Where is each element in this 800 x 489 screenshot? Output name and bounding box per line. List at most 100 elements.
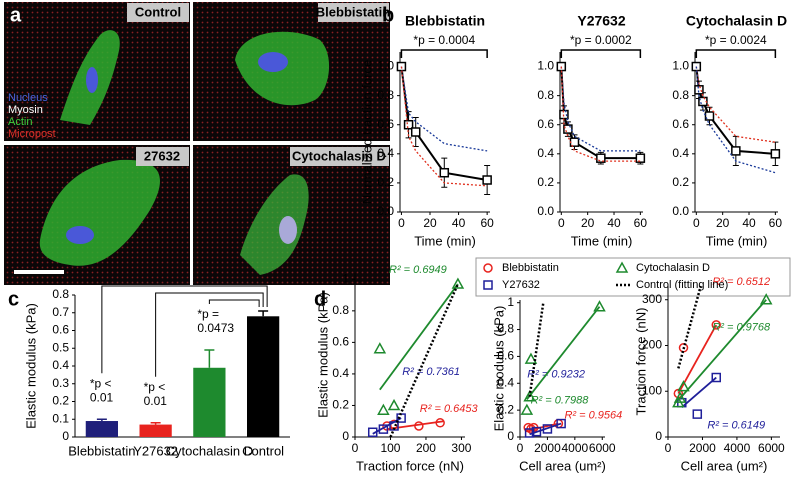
data-point: [704, 111, 715, 121]
y-tick-label: 300: [642, 292, 662, 306]
y-tick-label: 0: [342, 429, 349, 443]
error-bar: [204, 349, 215, 368]
legend-label: Y27632: [502, 279, 540, 291]
fit-line: [526, 306, 601, 400]
label-box: [136, 147, 189, 166]
bound-line: [560, 66, 641, 152]
data-point: [520, 403, 534, 415]
significance-bracket: [208, 299, 260, 307]
significance-bracket: [400, 49, 488, 58]
data-point: [451, 277, 465, 289]
cell: [240, 174, 309, 275]
fit-line: [677, 324, 718, 394]
y-tick-label: 0.8: [377, 88, 394, 102]
fit-line: [529, 422, 562, 436]
x-tick-label: 4000: [561, 441, 588, 455]
x-tick-label: 0: [398, 216, 405, 230]
data-point: [731, 146, 741, 156]
data-point: [593, 300, 606, 312]
r-squared: R² = 0.7988: [531, 395, 590, 407]
x-tick-label: Control: [242, 443, 284, 458]
x-tick-label: Blebbistatin: [68, 443, 135, 458]
y-axis-label: Elastic modulus (kPa): [315, 292, 330, 418]
data-point: [378, 424, 389, 434]
p-value: *p = 0.0004: [413, 33, 475, 47]
data-point: [410, 127, 421, 137]
y-axis-label: Elastic modulus (kPa): [23, 303, 38, 429]
y-tick-label: 0.6: [332, 335, 349, 349]
y-tick-label: 0.0: [537, 204, 554, 218]
y-tick-label: 0.2: [672, 175, 689, 189]
x-tick-label: 60: [634, 216, 648, 230]
data-point: [531, 426, 542, 437]
panel-label: b: [382, 4, 394, 26]
data-point: [542, 424, 553, 434]
y-tick-label: 0.4: [52, 358, 69, 372]
x-tick-label: 200: [416, 441, 436, 455]
y-tick-label: 0.4: [332, 366, 349, 380]
data-point: [414, 421, 424, 431]
x-tick-label: 40: [742, 216, 756, 230]
x-tick-label: 2000: [534, 441, 561, 455]
x-tick-label: 6000: [758, 441, 785, 455]
y-tick-label: 1.0: [672, 59, 689, 73]
y-tick-label: 0.4: [537, 146, 554, 160]
bound-line: [560, 66, 641, 162]
nucleus: [66, 226, 94, 244]
bar: [247, 316, 280, 437]
y-tick-label: 100: [642, 383, 662, 397]
y-tick-label: 0.2: [332, 398, 349, 412]
image-label: 27632: [144, 148, 180, 163]
data-point: [373, 342, 387, 354]
chart-title: Y27632: [577, 13, 625, 29]
y-tick-label: 0.8: [672, 88, 689, 102]
y-tick-label: 0.6: [52, 323, 69, 337]
p-value: 0.01: [144, 394, 168, 408]
data-point: [673, 391, 687, 403]
data-point: [523, 390, 536, 402]
y-tick-label: 0.5: [52, 340, 69, 354]
x-tick-label: 0: [693, 216, 700, 230]
r-squared: R² = 0.9564: [564, 409, 622, 421]
y-tick-label: 0.6: [537, 117, 554, 131]
micrographs: Control Blebbistatin 27632 Cytochalasin …: [4, 2, 390, 285]
data-point: [677, 380, 690, 392]
legend-label: Control (fitting line): [636, 279, 728, 291]
data-point: [367, 427, 378, 438]
legend-swatch: [483, 280, 493, 290]
error-bar: [258, 310, 269, 317]
y-tick-label: 0.3: [52, 376, 69, 390]
data-point: [389, 421, 399, 431]
fit-line: [528, 302, 545, 397]
x-tick-label: 20: [581, 216, 595, 230]
r-squared: R² = 0.6149: [707, 419, 765, 431]
x-tick-label: 60: [769, 216, 783, 230]
r-squared: R² = 0.6949: [389, 264, 447, 276]
y-tick-label: 0.8: [332, 303, 349, 317]
legend-swatch: [483, 263, 493, 273]
r-squared: R² = 0.7361: [402, 366, 460, 378]
panel-label: d: [314, 288, 326, 310]
bar: [85, 421, 118, 437]
x-tick-label: 300: [451, 441, 471, 455]
legend-box: [475, 257, 791, 297]
fit-line: [379, 283, 459, 391]
data-point: [435, 418, 445, 428]
x-tick-label: 4000: [724, 441, 751, 455]
legend-swatch: [615, 261, 629, 273]
legend-label: Cytochalasin D: [636, 262, 710, 274]
r-squared: R² = 0.9232: [527, 368, 585, 380]
y-tick-label: 0.6: [672, 117, 689, 131]
y-tick-label: 1.0: [377, 59, 394, 73]
y-tick-label: 0.2: [497, 402, 514, 416]
x-axis-label: Cell area (um²): [519, 458, 606, 473]
label-box: [318, 3, 389, 22]
data-point: [711, 320, 721, 330]
data-point: [694, 85, 704, 95]
p-value: *p = 0.0002: [570, 33, 632, 47]
y-tick-label: 1.0: [537, 59, 554, 73]
fit-line: [677, 299, 767, 401]
bound-line: [695, 66, 776, 143]
data-point: [770, 149, 781, 159]
